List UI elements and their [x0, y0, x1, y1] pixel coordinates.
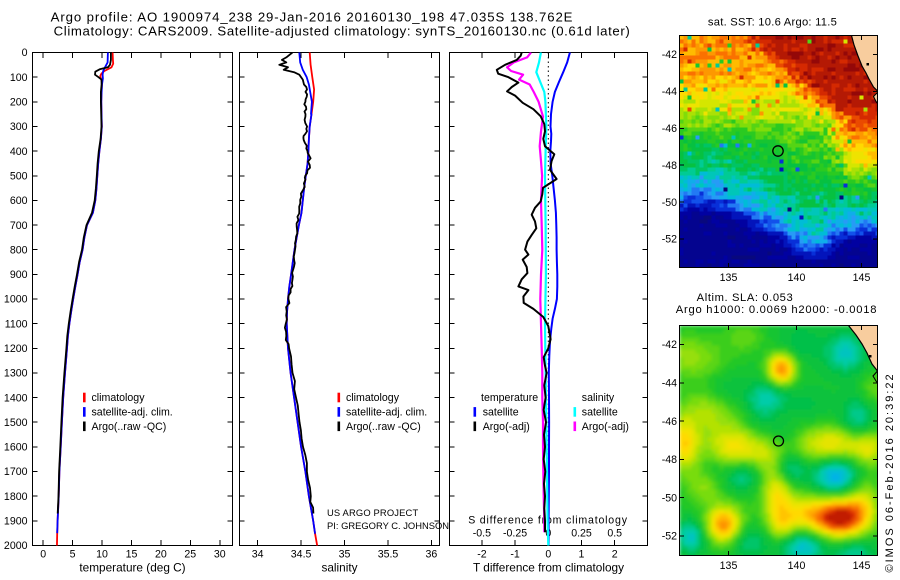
svg-text:2: 2: [612, 549, 618, 561]
svg-text:satellite-adj. clim.: satellite-adj. clim.: [346, 407, 427, 419]
svg-text:0: 0: [545, 549, 551, 561]
svg-text:-44: -44: [662, 378, 677, 390]
svg-text:Argo(..raw -QC): Argo(..raw -QC): [92, 421, 167, 433]
svg-text:1700: 1700: [4, 466, 28, 478]
svg-text:140: 140: [788, 560, 806, 572]
svg-text:15: 15: [126, 549, 138, 561]
svg-text:400: 400: [10, 146, 28, 158]
svg-text:0: 0: [22, 47, 28, 59]
svg-text:1500: 1500: [4, 417, 28, 429]
svg-text:600: 600: [10, 195, 28, 207]
svg-text:34.5: 34.5: [291, 549, 312, 561]
svg-text:-48: -48: [662, 454, 677, 466]
svg-text:1000: 1000: [4, 294, 28, 306]
svg-text:sat. SST: 10.6 Argo: 11.5: sat. SST: 10.6 Argo: 11.5: [708, 17, 837, 29]
svg-text:Argo h1000: 0.0069 h2000: -0.0: Argo h1000: 0.0069 h2000: -0.0018: [676, 304, 877, 316]
svg-text:10: 10: [96, 549, 108, 561]
svg-text:0: 0: [40, 549, 46, 561]
svg-text:-0.25: -0.25: [503, 528, 527, 540]
svg-text:-46: -46: [662, 123, 677, 135]
svg-text:-42: -42: [662, 339, 677, 351]
svg-text:135: 135: [720, 560, 738, 572]
svg-text:Argo(..raw -QC): Argo(..raw -QC): [346, 421, 421, 433]
svg-text:20: 20: [155, 549, 167, 561]
svg-text:Climatology: CARS2009. Satelli: Climatology: CARS2009. Satellite-adjuste…: [54, 24, 631, 39]
svg-text:-52: -52: [662, 234, 677, 246]
svg-text:-46: -46: [662, 416, 677, 428]
svg-text:1800: 1800: [4, 491, 28, 503]
svg-text:36: 36: [426, 549, 438, 561]
svg-text:145: 145: [853, 272, 871, 284]
svg-text:Argo(-adj): Argo(-adj): [483, 421, 530, 433]
svg-text:1600: 1600: [4, 442, 28, 454]
svg-text:500: 500: [10, 170, 28, 182]
svg-text:-50: -50: [662, 492, 677, 504]
svg-text:climatology: climatology: [92, 392, 146, 404]
svg-text:30: 30: [214, 549, 226, 561]
svg-text:-44: -44: [662, 86, 677, 98]
svg-text:1200: 1200: [4, 343, 28, 355]
svg-text:PI: GREGORY C. JOHNSON: PI: GREGORY C. JOHNSON: [327, 520, 449, 531]
svg-text:temperature (deg C): temperature (deg C): [79, 561, 185, 575]
svg-text:salinity: salinity: [321, 561, 357, 575]
svg-text:T difference from climatology: T difference from climatology: [473, 561, 624, 575]
svg-text:Argo profile: AO 1900974_238 2: Argo profile: AO 1900974_238 29-Jan-2016…: [51, 10, 574, 25]
svg-text:1400: 1400: [4, 392, 28, 404]
svg-text:-52: -52: [662, 531, 677, 543]
svg-text:100: 100: [10, 72, 28, 84]
svg-text:-1: -1: [510, 549, 520, 561]
svg-text:25: 25: [184, 549, 196, 561]
svg-text:34: 34: [252, 549, 264, 561]
svg-text:-50: -50: [662, 197, 677, 209]
svg-text:satellite-adj. clim.: satellite-adj. clim.: [92, 407, 173, 419]
svg-text:-2: -2: [477, 549, 487, 561]
svg-text:©IMOS 06-Feb-2016 20:39:22: ©IMOS 06-Feb-2016 20:39:22: [884, 372, 896, 572]
svg-text:200: 200: [10, 97, 28, 109]
svg-text:-0.5: -0.5: [473, 528, 491, 540]
svg-text:satellite: satellite: [483, 407, 519, 419]
svg-text:35.5: 35.5: [378, 549, 399, 561]
svg-text:145: 145: [853, 560, 871, 572]
svg-text:5: 5: [70, 549, 76, 561]
svg-text:0.25: 0.25: [571, 528, 592, 540]
svg-text:2000: 2000: [4, 540, 28, 552]
svg-text:Argo(-adj): Argo(-adj): [582, 421, 629, 433]
svg-text:1900: 1900: [4, 516, 28, 528]
svg-text:-42: -42: [662, 49, 677, 61]
svg-text:temperature: temperature: [481, 392, 538, 404]
svg-text:US ARGO PROJECT: US ARGO PROJECT: [327, 507, 418, 518]
svg-text:-48: -48: [662, 160, 677, 172]
svg-text:35: 35: [339, 549, 351, 561]
svg-text:0.5: 0.5: [607, 528, 622, 540]
svg-text:900: 900: [10, 269, 28, 281]
svg-text:satellite: satellite: [582, 407, 618, 419]
svg-text:800: 800: [10, 244, 28, 256]
svg-text:salinity: salinity: [582, 392, 615, 404]
svg-text:climatology: climatology: [346, 392, 400, 404]
svg-text:700: 700: [10, 220, 28, 232]
svg-text:1100: 1100: [5, 318, 28, 330]
svg-text:300: 300: [10, 121, 28, 133]
svg-text:135: 135: [720, 272, 738, 284]
svg-text:140: 140: [788, 272, 806, 284]
svg-text:1300: 1300: [4, 368, 28, 380]
svg-text:Altim. SLA: 0.053: Altim. SLA: 0.053: [697, 292, 794, 304]
svg-text:1: 1: [579, 549, 585, 561]
